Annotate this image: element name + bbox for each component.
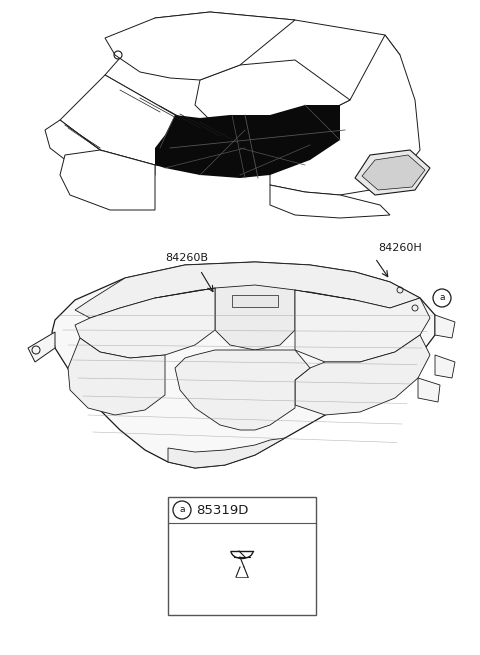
Polygon shape — [418, 378, 440, 402]
Polygon shape — [435, 315, 455, 338]
Polygon shape — [105, 12, 400, 140]
Polygon shape — [28, 332, 55, 362]
Polygon shape — [75, 262, 420, 318]
Polygon shape — [435, 355, 455, 378]
Polygon shape — [60, 75, 230, 168]
Polygon shape — [295, 290, 430, 362]
Polygon shape — [105, 12, 295, 80]
Polygon shape — [175, 350, 310, 430]
Polygon shape — [75, 155, 145, 200]
Polygon shape — [60, 150, 155, 210]
Polygon shape — [355, 150, 430, 195]
Polygon shape — [295, 335, 430, 415]
FancyBboxPatch shape — [168, 497, 316, 615]
Polygon shape — [45, 120, 155, 185]
Polygon shape — [195, 60, 350, 140]
Text: 85319D: 85319D — [196, 504, 248, 517]
Text: 84260B: 84260B — [165, 253, 208, 263]
Polygon shape — [168, 438, 285, 468]
Circle shape — [433, 289, 451, 307]
Circle shape — [173, 501, 191, 519]
Text: 84260H: 84260H — [378, 243, 422, 253]
Polygon shape — [68, 338, 165, 415]
Polygon shape — [362, 155, 425, 190]
Polygon shape — [85, 162, 138, 195]
Text: a: a — [179, 506, 185, 514]
Polygon shape — [270, 35, 420, 195]
Polygon shape — [75, 288, 215, 358]
Text: a: a — [439, 293, 445, 303]
Polygon shape — [155, 105, 340, 178]
FancyBboxPatch shape — [232, 295, 278, 307]
Polygon shape — [270, 185, 390, 218]
Polygon shape — [52, 262, 435, 468]
Polygon shape — [215, 285, 295, 350]
